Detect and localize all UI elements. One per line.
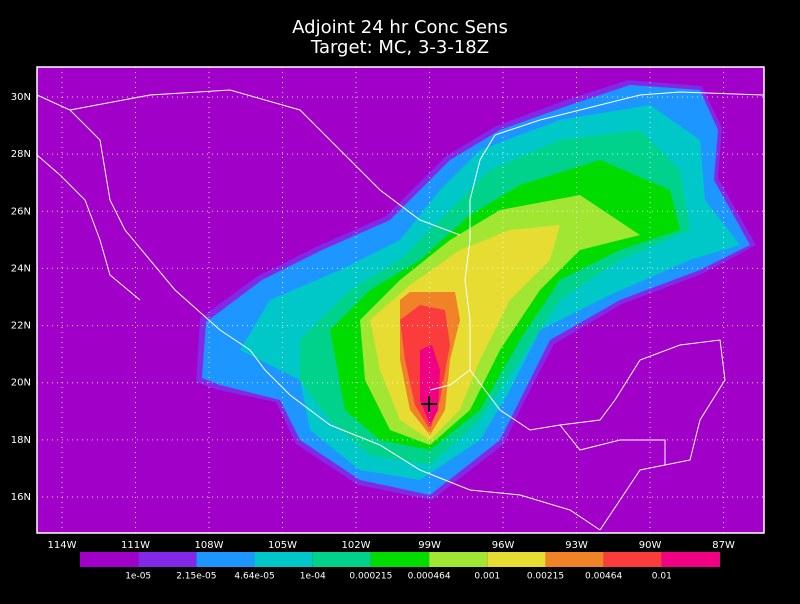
colorbar-label: 1e-04 xyxy=(300,572,326,582)
lon-tick-label: 99W xyxy=(418,540,441,551)
lat-tick-label: 16N xyxy=(11,492,31,503)
title-line: Adjoint 24 hr Conc Sens xyxy=(292,17,508,38)
colorbar-box xyxy=(545,552,604,567)
coastline xyxy=(429,91,765,391)
lon-tick-label: 105W xyxy=(268,540,297,551)
colorbar-box xyxy=(661,552,720,567)
lat-tick-label: 22N xyxy=(11,321,31,332)
coastlines xyxy=(36,89,765,531)
coastline xyxy=(36,94,601,531)
colorbar-label: 0.00215 xyxy=(527,572,564,582)
lon-tick-label: 114W xyxy=(48,540,77,551)
colorbar-box xyxy=(254,552,313,567)
lat-tick-label: 30N xyxy=(11,92,31,103)
colorbar-box xyxy=(138,552,197,567)
lon-tick-label: 87W xyxy=(712,540,735,551)
colorbar-box xyxy=(80,552,139,567)
border xyxy=(69,89,461,236)
title-line: Target: MC, 3-3-18Z xyxy=(310,37,489,58)
colorbar-box xyxy=(429,552,488,567)
colorbar-box xyxy=(603,552,662,567)
border xyxy=(559,424,666,531)
lat-tick-label: 20N xyxy=(11,378,31,389)
lat-tick-label: 18N xyxy=(11,435,31,446)
colorbar-label: 2.15e-05 xyxy=(176,572,216,582)
colorbar-label: 0.01 xyxy=(652,572,672,582)
colorbar-label: 0.00464 xyxy=(585,572,622,582)
lon-tick-label: 96W xyxy=(492,540,515,551)
colorbar-label: 1e-05 xyxy=(125,572,151,582)
colorbar-label: 4.64e-05 xyxy=(234,572,274,582)
plot-frame xyxy=(36,66,765,534)
colorbar-label: 0.001 xyxy=(474,572,500,582)
lon-tick-label: 111W xyxy=(121,540,150,551)
coastline xyxy=(36,154,141,301)
lon-tick-label: 108W xyxy=(195,540,224,551)
lon-tick-label: 90W xyxy=(639,540,662,551)
colorbar-box xyxy=(370,552,430,567)
coastline xyxy=(469,339,726,466)
lat-tick-label: 24N xyxy=(11,263,31,274)
lat-tick-label: 26N xyxy=(11,206,31,217)
contour-fields xyxy=(196,80,756,500)
colorbar-box xyxy=(196,552,255,567)
colorbar-label: 0.000464 xyxy=(408,572,451,582)
colorbar-label: 0.000215 xyxy=(349,572,392,582)
target-marker xyxy=(421,396,437,412)
colorbar-box xyxy=(312,552,371,567)
lon-tick-label: 93W xyxy=(565,540,588,551)
lat-tick-label: 28N xyxy=(11,149,31,160)
colorbar-box xyxy=(487,552,546,567)
lon-tick-label: 102W xyxy=(342,540,371,551)
grid xyxy=(37,67,764,533)
